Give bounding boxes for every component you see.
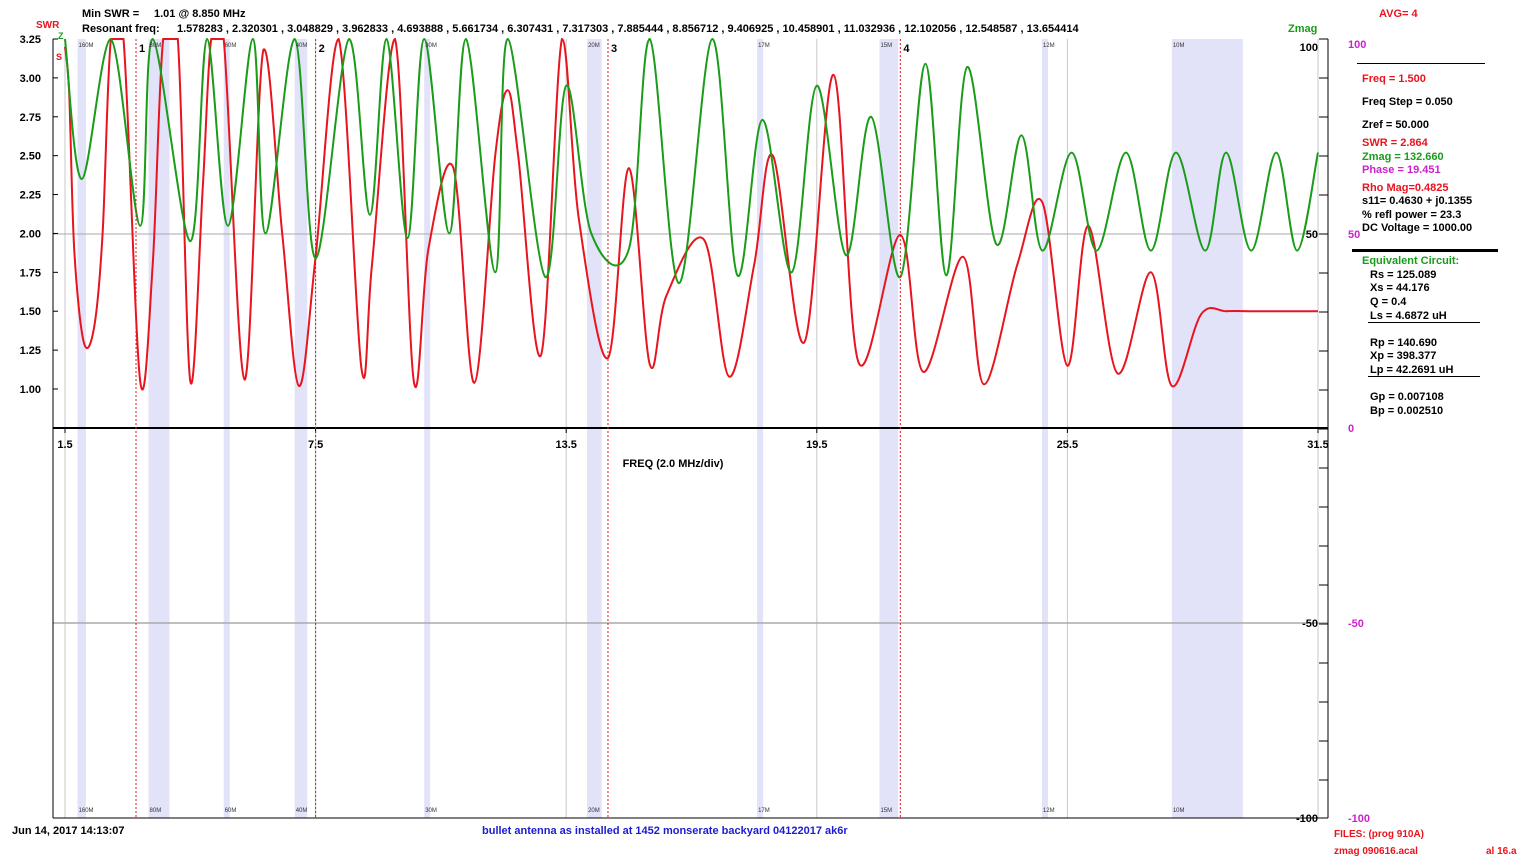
zmag-tick-label: -100 xyxy=(1296,813,1318,825)
band-label-top: 30M xyxy=(425,43,437,49)
x-tick-label: 25.5 xyxy=(1057,439,1078,451)
phase-tick-label: 100 xyxy=(1348,39,1366,51)
band-label-top: 20M xyxy=(588,43,600,49)
swr-tick-label: 2.75 xyxy=(20,112,41,124)
bp-readout: Bp = 0.002510 xyxy=(1370,405,1444,417)
panel-divider-ls xyxy=(1368,322,1480,323)
zmag-readout: Zmag = 132.660 xyxy=(1362,151,1444,163)
phase-tick-label: -50 xyxy=(1348,618,1364,630)
swr-tick-label: 3.25 xyxy=(20,34,41,46)
swr-tick-label: 3.00 xyxy=(20,73,41,85)
swr-tick-label: 1.25 xyxy=(20,345,41,357)
marker-label-2: 2 xyxy=(319,43,325,55)
phase-tick-label: -100 xyxy=(1348,813,1370,825)
band-label-top: 10M xyxy=(1173,43,1185,49)
phase-readout: Phase = 19.451 xyxy=(1362,164,1441,176)
refl-power-readout: % refl power = 23.3 xyxy=(1362,209,1462,221)
zmag-tick-label: 50 xyxy=(1306,229,1318,241)
file-name-2: al 16.a xyxy=(1486,846,1517,857)
zref-readout: Zref = 50.000 xyxy=(1362,119,1429,131)
min-swr-value: 1.01 @ 8.850 MHz xyxy=(154,8,246,20)
zmag-tick-label: -50 xyxy=(1302,618,1318,630)
markers-layer: 1 2 3 4 xyxy=(135,39,910,818)
lp-readout: Lp = 42.2691 uH xyxy=(1370,364,1454,376)
swr-tick-label: 2.25 xyxy=(20,190,41,202)
panel-divider-lp xyxy=(1368,376,1480,377)
file-name-1: zmag 090616.acal xyxy=(1334,846,1418,857)
s-axis-label: S xyxy=(56,52,63,62)
rho-mag-readout: Rho Mag=0.4825 xyxy=(1362,182,1449,194)
x-tick-label: 19.5 xyxy=(806,439,827,451)
q-readout: Q = 0.4 xyxy=(1370,296,1407,308)
panel-divider-thick xyxy=(1352,249,1498,252)
marker-label-1: 1 xyxy=(139,43,145,55)
s11-readout: s11= 0.4630 + j0.1355 xyxy=(1362,195,1473,207)
band-label-bottom: 60M xyxy=(225,808,237,814)
swr-tick-label: 1.75 xyxy=(20,267,41,279)
series-line-swr xyxy=(64,37,1318,391)
dc-voltage-readout: DC Voltage = 1000.00 xyxy=(1362,222,1473,234)
swr-axis-label: SWR xyxy=(36,20,60,31)
z-axis-label: Z xyxy=(58,31,64,41)
xp-readout: Xp = 398.377 xyxy=(1370,350,1437,362)
panel-divider-top xyxy=(1357,63,1485,64)
swr-tick-label: 1.50 xyxy=(20,306,41,318)
marker-label-4: 4 xyxy=(903,43,910,55)
xs-readout: Xs = 44.176 xyxy=(1370,282,1430,294)
band-label-top: 160M xyxy=(79,43,94,49)
swr-tick-label: 2.50 xyxy=(20,151,41,163)
labels-layer: 160M160M80M80M60M60M40M40M30M30M20M20M17… xyxy=(20,34,1370,825)
band-label-top: 80M xyxy=(150,43,162,49)
freq-readout: Freq = 1.500 xyxy=(1362,73,1426,85)
band-label-top: 15M xyxy=(880,43,892,49)
band-label-top: 40M xyxy=(296,43,308,49)
band-label-bottom: 20M xyxy=(588,808,600,814)
band-label-bottom: 160M xyxy=(79,808,94,814)
x-tick-label: 13.5 xyxy=(555,439,576,451)
zmag-tick-label: 100 xyxy=(1300,42,1318,54)
min-swr-label: Min SWR = xyxy=(82,8,140,20)
axes-layer xyxy=(52,38,1329,819)
band-label-bottom: 15M xyxy=(880,808,892,814)
gp-readout: Gp = 0.007108 xyxy=(1370,391,1444,403)
band-label-bottom: 17M xyxy=(758,808,770,814)
x-tick-label: 1.5 xyxy=(57,439,72,451)
band-label-bottom: 10M xyxy=(1173,808,1185,814)
resonant-freq-label: Resonant freq: xyxy=(82,23,160,35)
band-label-bottom: 40M xyxy=(296,808,308,814)
band-label-top: 12M xyxy=(1043,43,1055,49)
phase-tick-label: 0 xyxy=(1348,423,1354,435)
timestamp: Jun 14, 2017 14:13:07 xyxy=(12,825,125,837)
band-label-bottom: 30M xyxy=(425,808,437,814)
resonant-freq-values: 1.578283 , 2.320301 , 3.048829 , 3.96283… xyxy=(177,23,1079,35)
x-tick-label: 31.5 xyxy=(1307,439,1328,451)
marker-label-3: 3 xyxy=(611,43,617,55)
band-label-top: 60M xyxy=(225,43,237,49)
freq-step-readout: Freq Step = 0.050 xyxy=(1362,96,1453,108)
ls-readout: Ls = 4.6872 uH xyxy=(1370,310,1447,322)
swr-readout: SWR = 2.864 xyxy=(1362,137,1428,149)
zmag-axis-label: Zmag xyxy=(1288,23,1318,35)
x-axis-title: FREQ (2.0 MHz/div) xyxy=(623,458,724,470)
band-label-top: 17M xyxy=(758,43,770,49)
avg-readout: AVG= 4 xyxy=(1379,8,1418,20)
phase-tick-label: 50 xyxy=(1348,229,1360,241)
series-line-zmag xyxy=(64,37,1319,285)
band-label-bottom: 80M xyxy=(150,808,162,814)
band-label-bottom: 12M xyxy=(1043,808,1055,814)
equivalent-circuit-title: Equivalent Circuit: xyxy=(1362,255,1460,267)
description: bullet antenna as installed at 1452 mons… xyxy=(482,825,848,837)
swr-tick-label: 1.00 xyxy=(20,384,41,396)
rp-readout: Rp = 140.690 xyxy=(1370,337,1437,349)
files-label: FILES: (prog 910A) xyxy=(1334,829,1425,840)
x-tick-label: 7.5 xyxy=(308,439,323,451)
rs-readout: Rs = 125.089 xyxy=(1370,269,1437,281)
swr-tick-label: 2.00 xyxy=(20,228,41,240)
series-layer xyxy=(64,37,1319,391)
